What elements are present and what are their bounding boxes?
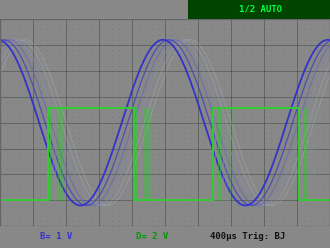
Bar <box>188 0 330 19</box>
Bar <box>274 3 307 16</box>
Text: 1/2 AUTO: 1/2 AUTO <box>239 5 282 14</box>
Text: D= 2 V: D= 2 V <box>136 232 168 241</box>
Text: 400μs Trig: BJ: 400μs Trig: BJ <box>210 232 285 241</box>
Text: B= 1 V: B= 1 V <box>40 232 72 241</box>
